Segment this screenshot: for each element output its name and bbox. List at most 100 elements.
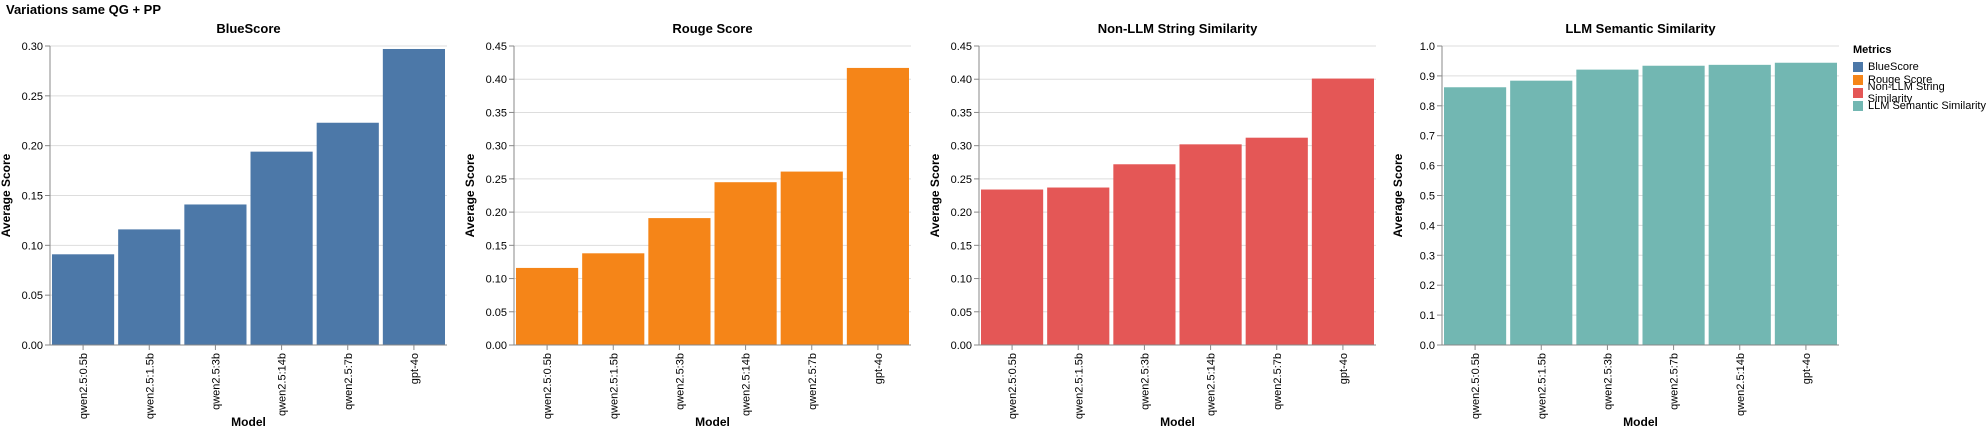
y-tick-label-rouge-score-1: 0.05 (486, 307, 507, 319)
x-tick-label-bluescore-qwen2-5-1-5b: qwen2.5:1.5b (144, 353, 156, 419)
legend-item-bluescore: BlueScore (1853, 60, 1988, 73)
y-tick-label-bluescore-5: 0.25 (22, 91, 43, 103)
bar-non-llm-string-similarity-qwen2-5-7b (1245, 137, 1308, 345)
y-tick-label-non-llm-string-similarity-6: 0.30 (951, 141, 972, 153)
figure-title: Variations same QG + PP (6, 2, 161, 17)
y-tick-label-bluescore-1: 0.05 (22, 290, 43, 302)
y-tick-label-rouge-score-8: 0.40 (486, 74, 507, 86)
x-tick-label-bluescore-qwen2-5-3b: qwen2.5:3b (210, 353, 222, 410)
bar-non-llm-string-similarity-qwen2-5-0-5b (981, 189, 1044, 345)
y-tick-label-rouge-score-5: 0.25 (486, 174, 507, 186)
y-tick-label-non-llm-string-similarity-1: 0.05 (951, 307, 972, 319)
x-tick-label-rouge-score-qwen2-5-14b: qwen2.5:14b (741, 353, 753, 416)
y-tick-label-llm-semantic-similarity-7: 0.7 (1420, 131, 1435, 143)
bar-rouge-score-qwen2-5-3b (648, 218, 711, 345)
y-tick-label-rouge-score-2: 0.10 (486, 274, 507, 286)
legend-label-non-llm-string-similarity: Non-LLM String Similarity (1867, 80, 1945, 105)
y-tick-label-bluescore-3: 0.15 (22, 191, 43, 203)
y-tick-label-bluescore-4: 0.20 (22, 141, 43, 153)
y-tick-label-llm-semantic-similarity-1: 0.1 (1420, 310, 1435, 322)
y-tick-label-rouge-score-3: 0.15 (486, 240, 507, 252)
y-tick-label-bluescore-6: 0.30 (22, 41, 43, 53)
legend-swatch-non-llm-string-similarity (1853, 87, 1863, 98)
x-tick-label-llm-semantic-similarity-qwen2-5-0-5b: qwen2.5:0.5b (1470, 353, 1482, 419)
x-tick-label-non-llm-string-similarity-qwen2-5-14b: qwen2.5:14b (1206, 353, 1218, 416)
bar-non-llm-string-similarity-qwen2-5-3b (1113, 164, 1176, 345)
y-tick-label-non-llm-string-similarity-5: 0.25 (951, 174, 972, 186)
bar-llm-semantic-similarity-gpt-4o (1774, 62, 1837, 346)
bar-rouge-score-qwen2-5-1-5b (582, 253, 645, 345)
y-axis-label-llm-semantic-similarity: Average Score (1391, 153, 1405, 237)
y-tick-label-llm-semantic-similarity-9: 0.9 (1420, 71, 1435, 83)
legend-label-rouge-score: Rouge Score (1868, 73, 1933, 86)
chart-title-rouge-score: Rouge Score (672, 21, 752, 36)
x-tick-label-bluescore-qwen2-5-14b: qwen2.5:14b (277, 353, 289, 416)
y-tick-label-rouge-score-9: 0.45 (486, 41, 507, 53)
y-tick-label-llm-semantic-similarity-3: 0.3 (1420, 250, 1435, 262)
legend-item-llm-semantic-similarity: LLM Semantic Similarity (1853, 99, 1988, 112)
legend-label-llm-semantic-similarity: LLM Semantic Similarity (1868, 99, 1986, 112)
chart-title-non-llm-string-similarity: Non-LLM String Similarity (1098, 21, 1258, 36)
x-axis-label-rouge-score: Model (695, 415, 730, 429)
bar-non-llm-string-similarity-qwen2-5-1-5b (1047, 187, 1110, 345)
y-tick-label-non-llm-string-similarity-3: 0.15 (951, 240, 972, 252)
legend-item-rouge-score: Rouge Score (1853, 73, 1988, 86)
y-tick-label-non-llm-string-similarity-4: 0.20 (951, 207, 972, 219)
x-tick-label-rouge-score-gpt-4o: gpt-4o (873, 353, 885, 384)
chart-title-bluescore: BlueScore (216, 21, 280, 36)
y-tick-label-llm-semantic-similarity-0: 0.0 (1420, 340, 1435, 352)
x-tick-label-non-llm-string-similarity-gpt-4o: gpt-4o (1338, 353, 1350, 384)
bar-bluescore-qwen2-5-3b (184, 204, 247, 345)
y-tick-label-non-llm-string-similarity-2: 0.10 (951, 274, 972, 286)
bar-llm-semantic-similarity-qwen2-5-14b (1708, 64, 1771, 345)
x-tick-label-llm-semantic-similarity-gpt-4o: gpt-4o (1801, 353, 1813, 384)
bar-bluescore-gpt-4o (382, 48, 445, 346)
y-axis-label-bluescore: Average Score (0, 153, 13, 237)
bar-bluescore-qwen2-5-0-5b (52, 254, 115, 345)
y-tick-label-llm-semantic-similarity-5: 0.5 (1420, 191, 1435, 203)
legend-label-bluescore: BlueScore (1868, 60, 1919, 73)
y-tick-label-rouge-score-0: 0.00 (486, 340, 507, 352)
x-tick-label-bluescore-qwen2-5-0-5b: qwen2.5:0.5b (78, 353, 90, 419)
bar-bluescore-qwen2-5-14b (250, 151, 313, 345)
x-tick-label-bluescore-qwen2-5-7b: qwen2.5:7b (343, 353, 355, 410)
bar-non-llm-string-similarity-qwen2-5-14b (1179, 144, 1242, 345)
y-tick-label-rouge-score-4: 0.20 (486, 207, 507, 219)
y-tick-label-llm-semantic-similarity-10: 1.0 (1420, 41, 1435, 53)
x-axis-label-non-llm-string-similarity: Model (1160, 415, 1195, 429)
x-tick-label-non-llm-string-similarity-qwen2-5-0-5b: qwen2.5:0.5b (1007, 353, 1019, 419)
y-tick-label-non-llm-string-similarity-9: 0.45 (951, 41, 972, 53)
legend: Metrics BlueScore Rouge Score Non-LLM St… (1853, 44, 1988, 112)
legend-item-non-llm-string-similarity: Non-LLM String Similarity (1853, 81, 1988, 105)
y-tick-label-bluescore-0: 0.00 (22, 340, 43, 352)
y-tick-label-non-llm-string-similarity-8: 0.40 (951, 74, 972, 86)
bar-rouge-score-qwen2-5-0-5b (516, 267, 579, 345)
bar-bluescore-qwen2-5-1-5b (118, 229, 181, 345)
x-tick-label-non-llm-string-similarity-qwen2-5-1-5b: qwen2.5:1.5b (1073, 353, 1085, 419)
y-tick-label-llm-semantic-similarity-4: 0.4 (1420, 220, 1435, 232)
x-tick-label-rouge-score-qwen2-5-7b: qwen2.5:7b (807, 353, 819, 410)
y-tick-label-rouge-score-7: 0.35 (486, 107, 507, 119)
bar-bluescore-qwen2-5-7b (316, 122, 379, 345)
y-axis-label-non-llm-string-similarity: Average Score (928, 153, 942, 237)
x-axis-label-llm-semantic-similarity: Model (1623, 415, 1658, 429)
x-tick-label-rouge-score-qwen2-5-0-5b: qwen2.5:0.5b (542, 353, 554, 419)
y-tick-label-rouge-score-6: 0.30 (486, 141, 507, 153)
bar-llm-semantic-similarity-qwen2-5-3b (1576, 69, 1639, 345)
y-tick-label-llm-semantic-similarity-6: 0.6 (1420, 161, 1435, 173)
bar-rouge-score-qwen2-5-7b (780, 171, 843, 345)
bar-rouge-score-gpt-4o (846, 67, 909, 345)
legend-title: Metrics (1853, 44, 1892, 56)
y-tick-label-llm-semantic-similarity-2: 0.2 (1420, 280, 1435, 292)
y-tick-label-bluescore-2: 0.10 (22, 240, 43, 252)
x-tick-label-rouge-score-qwen2-5-1-5b: qwen2.5:1.5b (608, 353, 620, 419)
x-axis-label-bluescore: Model (231, 415, 266, 429)
x-tick-label-llm-semantic-similarity-qwen2-5-7b: qwen2.5:7b (1669, 353, 1681, 410)
x-tick-label-llm-semantic-similarity-qwen2-5-3b: qwen2.5:3b (1602, 353, 1614, 410)
bar-llm-semantic-similarity-qwen2-5-7b (1642, 65, 1705, 345)
y-tick-label-llm-semantic-similarity-8: 0.8 (1420, 101, 1435, 113)
x-tick-label-non-llm-string-similarity-qwen2-5-7b: qwen2.5:7b (1272, 353, 1284, 410)
legend-swatch-rouge-score (1853, 74, 1863, 85)
legend-swatch-bluescore (1853, 61, 1863, 72)
